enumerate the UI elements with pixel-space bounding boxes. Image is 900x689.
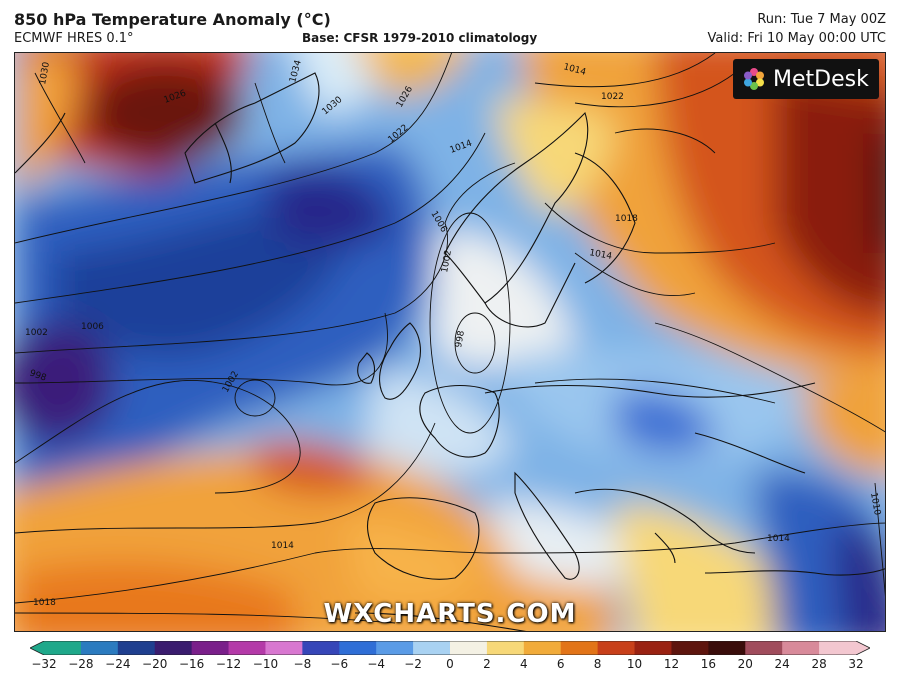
isobar-label: 1006 <box>81 322 104 332</box>
colorbar-tick-label: 4 <box>519 657 528 671</box>
colorbar-tick-label: 24 <box>774 657 790 671</box>
colorbar-tick-label: 20 <box>737 657 753 671</box>
colorbar-min-arrow <box>30 641 44 655</box>
colorbar-tick-label: 10 <box>626 657 643 671</box>
colorbar-tick-label: −32 <box>31 657 57 671</box>
isobars <box>15 53 885 624</box>
coastlines <box>15 72 885 631</box>
colorbar-cell <box>265 641 303 655</box>
colorbar-cell <box>413 641 451 655</box>
colorbar-cell <box>597 641 636 655</box>
colorbar-tick-label: 2 <box>483 657 491 671</box>
colorbar-tick-label: 16 <box>700 657 716 671</box>
model-name: ECMWF HRES 0.1° <box>14 31 134 46</box>
colorbar-tick-label: −6 <box>330 657 349 671</box>
colorbar-cell <box>376 641 414 655</box>
colorbar-tick-label: 12 <box>663 657 680 671</box>
colorbar-cell <box>450 641 488 655</box>
colorbar-tick-label: 6 <box>556 657 565 671</box>
isobar-label: 1030 <box>38 61 52 86</box>
colorbar-cell <box>671 641 709 655</box>
colorbar-max-arrow <box>856 641 870 655</box>
colorbar-cell <box>782 641 820 655</box>
colorbar-tick-label: −28 <box>68 657 94 671</box>
isobar-label: 1014 <box>588 248 613 262</box>
colorbar-tick-label: −4 <box>367 657 386 671</box>
colorbar-cell <box>523 641 562 655</box>
colorbar-cell <box>154 641 193 655</box>
colorbar-ticks: −32 −28 −24 −20 −16 −12 −10 −8 −6 −4 −2 0 2 4 6 8 10 12 16… <box>0 657 900 677</box>
colorbar-tick-label: 28 <box>811 657 827 671</box>
colorbar-tick-label: −20 <box>142 657 168 671</box>
colorbar-cell <box>80 641 119 655</box>
colorbar-cell <box>191 641 230 655</box>
isobar-label: 1022 <box>601 92 624 102</box>
map-title: 850 hPa Temperature Anomaly (°C) <box>14 10 331 29</box>
colorbar-cell <box>486 641 525 655</box>
valid-time: Valid: Fri 10 May 00:00 UTC <box>707 31 886 46</box>
colorbar-tick-label: −16 <box>178 657 205 671</box>
colorbar-cell <box>560 641 599 655</box>
isobar-label: 1018 <box>615 214 638 224</box>
isobar-label: 1002 <box>25 328 48 338</box>
colorbar-tick-label: 32 <box>848 657 864 671</box>
isobar-label: 1018 <box>33 598 56 608</box>
colorbar-cell <box>117 641 156 655</box>
wxcharts-watermark: WXCHARTS.COM <box>323 599 577 629</box>
isobar-label: 998 <box>454 330 467 349</box>
colorbar-tick-label: −10 <box>252 657 279 671</box>
colorbar-tick-label: −24 <box>105 657 131 671</box>
climatology-base: Base: CFSR 1979-2010 climatology <box>302 31 538 45</box>
isobar-label: 1014 <box>767 534 790 544</box>
temperature-anomaly-map: 1030 1026 1034 1030 1026 1014 1022 1022 … <box>14 52 886 632</box>
map-canvas: 1030 1026 1034 1030 1026 1014 1022 1022 … <box>15 53 885 631</box>
run-time: Run: Tue 7 May 00Z <box>757 12 886 27</box>
metdesk-logo-text: MetDesk <box>773 66 869 92</box>
metdesk-logo: MetDesk <box>733 59 879 99</box>
colorbar-cell <box>634 641 673 655</box>
colorbar-cell <box>745 641 783 655</box>
colorbar <box>30 641 870 655</box>
isobar-label: 1014 <box>271 541 294 551</box>
colorbar-cell <box>228 641 267 655</box>
colorbar-tick-label: −2 <box>404 657 422 671</box>
isobar-label: 1010 <box>868 492 882 517</box>
colorbar-tick-label: −8 <box>293 657 312 671</box>
colorbar-cell <box>708 641 746 655</box>
colorbar-cell <box>819 641 857 655</box>
pinwheel-logo-icon <box>744 68 764 90</box>
colorbar-tick-label: −12 <box>215 657 242 671</box>
colorbar-cell <box>302 641 340 655</box>
colorbar-cell <box>44 641 82 655</box>
isobar-label: 1002 <box>440 249 454 273</box>
colorbar-cell <box>339 641 377 655</box>
anomaly-field <box>15 53 885 631</box>
colorbar-tick-label: 8 <box>593 657 602 671</box>
colorbar-tick-label: 0 <box>446 657 454 671</box>
